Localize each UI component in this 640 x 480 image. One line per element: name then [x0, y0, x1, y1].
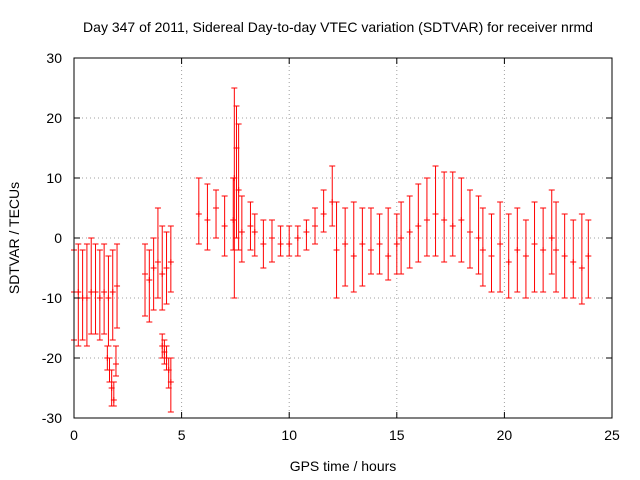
data-series-segment: [251, 165, 336, 269]
data-point-marker: [109, 289, 116, 295]
y-tick-label: -10: [42, 290, 62, 306]
data-point-marker: [561, 253, 568, 259]
y-tick-label: 30: [46, 50, 62, 66]
data-series-segment: [104, 345, 119, 407]
data-point-marker: [393, 241, 400, 247]
data-point-marker: [235, 187, 242, 193]
data-point-marker: [303, 229, 310, 235]
data-point-marker: [213, 205, 220, 211]
x-tick-label: 25: [604, 427, 620, 443]
data-point-marker: [342, 241, 349, 247]
data-point-marker: [398, 235, 405, 241]
data-series-segment: [333, 201, 400, 299]
data-point-marker: [277, 241, 284, 247]
data-points: [71, 87, 592, 413]
data-point-marker: [449, 223, 456, 229]
x-tick-label: 10: [281, 427, 297, 443]
data-point-marker: [479, 247, 486, 253]
data-point-marker: [458, 217, 465, 223]
x-axis-label: GPS time / hours: [290, 458, 397, 474]
data-point-marker: [195, 211, 202, 217]
axis-ticks: 0 5 10 15 20 25 -30 -20 -10 0 10 20 30: [42, 50, 620, 443]
data-point-marker: [260, 241, 267, 247]
data-point-marker: [475, 235, 482, 241]
grid-lines: [74, 58, 612, 418]
data-point-marker: [497, 241, 504, 247]
y-tick-label: -20: [42, 350, 62, 366]
data-point-marker: [320, 211, 327, 217]
data-series-segment: [479, 189, 555, 299]
data-point-marker: [146, 277, 153, 283]
data-point-marker: [96, 295, 103, 301]
data-series-segment: [231, 87, 242, 299]
data-point-marker: [150, 265, 157, 271]
data-point-marker: [112, 361, 119, 367]
x-tick-label: 0: [70, 427, 78, 443]
data-point-marker: [531, 241, 538, 247]
y-tick-label: 20: [46, 110, 62, 126]
data-point-marker: [75, 289, 82, 295]
data-point-marker: [110, 397, 117, 403]
data-point-marker: [312, 223, 319, 229]
data-point-marker: [350, 253, 357, 259]
data-point-marker: [167, 379, 174, 385]
y-tick-label: 0: [54, 230, 62, 246]
data-point-marker: [376, 241, 383, 247]
data-point-marker: [230, 217, 237, 223]
data-series-segment: [553, 201, 592, 305]
data-point-marker: [247, 223, 254, 229]
data-point-marker: [432, 211, 439, 217]
data-point-marker: [268, 235, 275, 241]
data-point-marker: [578, 265, 585, 271]
data-point-marker: [204, 217, 211, 223]
x-tick-label: 15: [389, 427, 405, 443]
data-point-marker: [406, 229, 413, 235]
data-series-segment: [159, 333, 174, 413]
y-tick-label: 10: [46, 170, 62, 186]
data-point-marker: [367, 247, 374, 253]
data-point-marker: [540, 247, 547, 253]
data-point-marker: [105, 295, 112, 301]
data-series-segment: [142, 207, 174, 323]
data-series-segment: [398, 165, 482, 275]
data-point-marker: [154, 259, 161, 265]
data-point-marker: [441, 217, 448, 223]
data-point-marker: [505, 259, 512, 265]
data-point-marker: [585, 253, 592, 259]
data-point-marker: [286, 241, 293, 247]
data-point-marker: [333, 247, 340, 253]
data-point-marker: [514, 247, 521, 253]
data-point-marker: [163, 265, 170, 271]
data-series-segment: [195, 177, 254, 263]
data-point-marker: [92, 289, 99, 295]
data-point-marker: [159, 271, 166, 277]
data-point-marker: [548, 235, 555, 241]
data-point-marker: [423, 217, 430, 223]
data-point-marker: [101, 289, 108, 295]
data-point-marker: [553, 247, 560, 253]
x-tick-label: 5: [178, 427, 186, 443]
data-point-marker: [570, 259, 577, 265]
data-point-marker: [142, 271, 149, 277]
y-axis-label: SDTVAR / TECUs: [6, 182, 22, 294]
data-point-marker: [167, 259, 174, 265]
data-point-marker: [488, 253, 495, 259]
data-point-marker: [83, 295, 90, 301]
y-tick-label: -30: [42, 410, 62, 426]
data-point-marker: [114, 283, 121, 289]
chart-title: Day 347 of 2011, Sidereal Day-to-day VTE…: [83, 19, 593, 35]
data-point-marker: [522, 253, 529, 259]
data-point-marker: [238, 229, 245, 235]
data-point-marker: [466, 229, 473, 235]
data-point-marker: [294, 235, 301, 241]
data-point-marker: [221, 223, 228, 229]
data-point-marker: [251, 229, 258, 235]
data-point-marker: [385, 253, 392, 259]
data-series-segment: [71, 237, 121, 347]
data-point-marker: [359, 241, 366, 247]
x-tick-label: 20: [497, 427, 513, 443]
data-point-marker: [415, 223, 422, 229]
